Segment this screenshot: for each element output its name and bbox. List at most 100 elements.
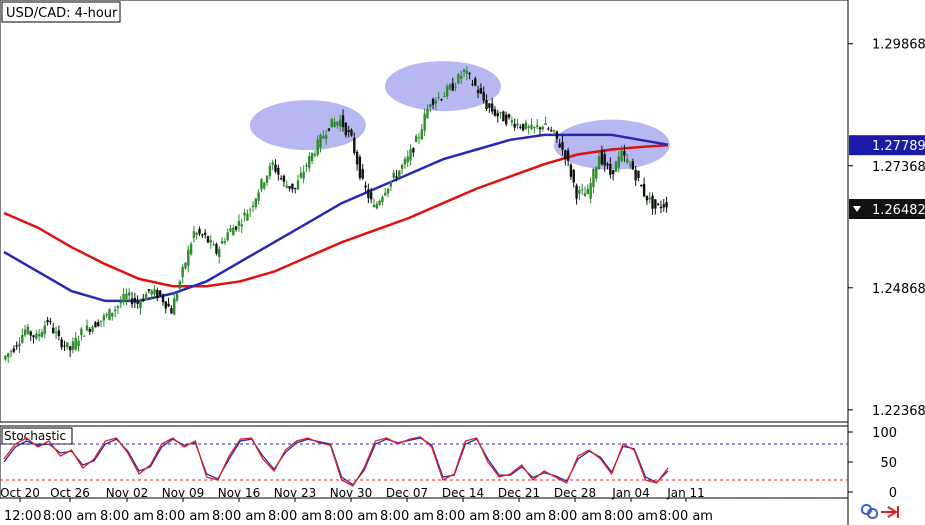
candle-down [327,128,331,131]
candle-down [479,88,483,94]
candle-up [533,126,536,128]
candle-down [170,307,173,314]
date-tick-label: Nov 02 [106,486,149,500]
candle-up [386,188,390,194]
candle-up [583,193,587,197]
candle-down [493,109,497,116]
candle-up [580,189,584,191]
candle-up [4,355,7,360]
candle-up [153,289,156,295]
candle-down [651,195,654,209]
candle-up [105,314,108,316]
candle-down [158,290,162,296]
candle-down [167,303,170,307]
candle-down [623,151,626,156]
candle-up [527,126,530,128]
candle-up [457,74,460,84]
candle-down [282,175,286,182]
candle-down [572,169,575,183]
candle-up [189,243,193,255]
candle-down [46,319,49,323]
price-axis: 1.29868 1.27368 1.24868 1.22368 [848,38,925,419]
candle-up [195,232,198,235]
candle-up [417,137,421,139]
candle-down [361,169,364,179]
candle-down [347,129,350,133]
candle-up [111,312,114,317]
time-tick-label: 8:00 am [436,509,490,524]
candle-down [634,169,637,181]
candle-up [232,227,235,236]
highlight-ellipse [384,61,501,112]
stochastic-lines [3,436,669,487]
candle-down [161,296,165,303]
candle-up [7,353,10,357]
candle-down [274,164,277,172]
date-tick-label: Dec 07 [386,486,428,500]
candle-up [181,266,184,278]
candle-up [178,281,182,289]
candle-down [350,129,353,136]
candle-down [97,322,100,327]
price-candles [4,66,668,363]
arrow-right-icon[interactable] [881,506,899,518]
candle-down [49,321,52,323]
candle-up [263,182,266,189]
candle-up [499,111,502,113]
candle-down [147,289,151,291]
candle-down [451,83,454,91]
candle-up [400,164,404,169]
time-tick-label: 8:00 am [212,509,266,524]
candle-up [316,139,319,155]
candle-up [313,153,317,156]
candle-down [206,236,210,243]
candle-up [333,121,336,127]
candle-down [15,345,18,347]
candle-down [575,185,578,199]
candle-up [595,167,598,179]
candle-up [535,125,539,127]
candle-up [119,302,122,304]
candle-up [324,135,328,139]
candle-down [474,78,477,86]
candle-down [133,298,137,303]
date-tick-label: Nov 16 [218,486,261,500]
candle-down [94,322,97,328]
candle-up [420,129,424,140]
candle-down [12,348,16,352]
candle-up [330,118,333,128]
candle-down [505,114,508,125]
stochastic-tick-label: 0 [889,486,897,501]
candle-up [434,100,438,104]
candle-up [229,228,232,232]
candle-down [358,156,362,179]
price-tick-label: 1.27368 [872,160,925,175]
candle-up [71,341,75,351]
candle-down [52,327,55,333]
date-tick-label: Dec 28 [554,486,596,500]
candle-down [32,335,35,338]
candle-up [74,337,77,350]
candle-down [353,137,356,153]
candle-down [519,126,522,128]
candle-up [465,70,469,74]
candle-up [319,134,322,148]
candle-down [603,154,606,166]
candle-up [403,158,407,165]
candle-down [507,114,511,118]
candle-up [648,197,651,200]
candle-up [614,161,618,172]
candle-up [524,122,528,129]
candle-up [248,209,252,211]
candle-down [291,183,294,190]
link-icon[interactable] [861,504,878,519]
candle-up [240,224,243,227]
time-tick-label: 8:00 am [604,509,658,524]
candle-up [218,248,221,257]
candle-up [257,192,260,201]
candle-down [164,301,167,309]
candle-up [175,293,179,301]
candle-up [530,124,533,130]
candle-down [341,115,345,128]
candle-up [285,185,288,188]
